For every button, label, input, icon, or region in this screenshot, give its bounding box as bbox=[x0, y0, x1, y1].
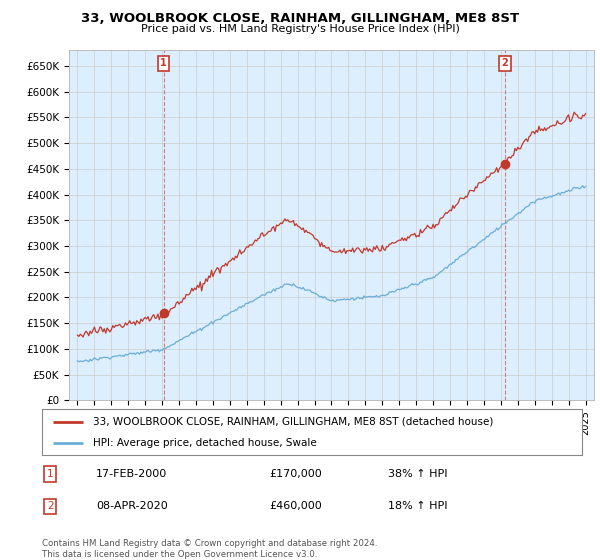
Text: 33, WOOLBROOK CLOSE, RAINHAM, GILLINGHAM, ME8 8ST (detached house): 33, WOOLBROOK CLOSE, RAINHAM, GILLINGHAM… bbox=[94, 417, 494, 427]
Text: 17-FEB-2000: 17-FEB-2000 bbox=[96, 469, 167, 479]
Text: £170,000: £170,000 bbox=[269, 469, 322, 479]
Text: 2: 2 bbox=[502, 58, 508, 68]
Text: Contains HM Land Registry data © Crown copyright and database right 2024.
This d: Contains HM Land Registry data © Crown c… bbox=[42, 539, 377, 559]
Text: 08-APR-2020: 08-APR-2020 bbox=[96, 501, 168, 511]
Text: HPI: Average price, detached house, Swale: HPI: Average price, detached house, Swal… bbox=[94, 438, 317, 448]
Text: 33, WOOLBROOK CLOSE, RAINHAM, GILLINGHAM, ME8 8ST: 33, WOOLBROOK CLOSE, RAINHAM, GILLINGHAM… bbox=[81, 12, 519, 25]
Text: 1: 1 bbox=[160, 58, 167, 68]
Text: 2: 2 bbox=[47, 501, 53, 511]
Text: Price paid vs. HM Land Registry's House Price Index (HPI): Price paid vs. HM Land Registry's House … bbox=[140, 24, 460, 34]
Text: 18% ↑ HPI: 18% ↑ HPI bbox=[388, 501, 447, 511]
Text: 38% ↑ HPI: 38% ↑ HPI bbox=[388, 469, 447, 479]
Text: £460,000: £460,000 bbox=[269, 501, 322, 511]
Text: 1: 1 bbox=[47, 469, 53, 479]
